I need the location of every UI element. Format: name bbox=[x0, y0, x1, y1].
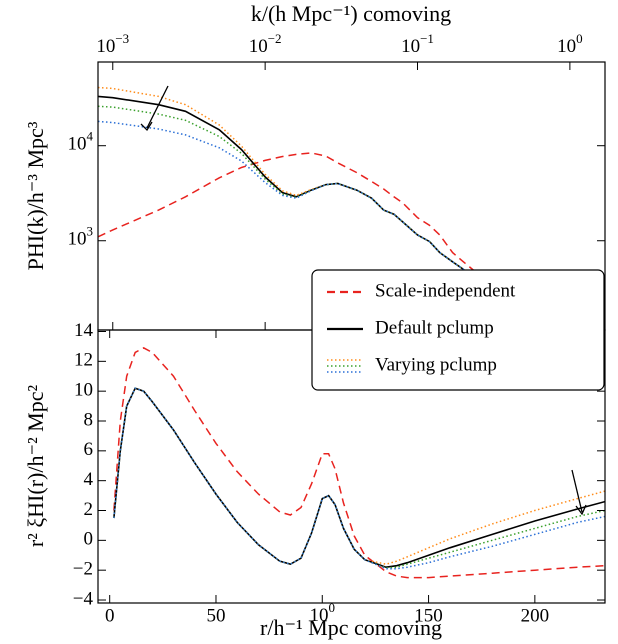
y-tick-label: 104 bbox=[68, 129, 94, 155]
x-tick-label: 50 bbox=[206, 605, 225, 626]
y-tick-label: −4 bbox=[73, 588, 94, 609]
y-tick-label: 12 bbox=[74, 350, 93, 371]
y-tick-label: 14 bbox=[74, 320, 94, 341]
series-line bbox=[113, 347, 605, 579]
legend-label: Scale-independent bbox=[375, 280, 516, 301]
y-tick-label: 0 bbox=[84, 529, 94, 550]
varying-line bbox=[113, 387, 605, 566]
y-tick-label: −2 bbox=[73, 559, 93, 580]
bottom-x-axis-title: r/h⁻¹ Mpc comoving bbox=[260, 615, 442, 640]
top-x-axis-title: k/(h Mpc⁻¹) comoving bbox=[251, 1, 451, 26]
x-tick-label: 10−2 bbox=[249, 31, 282, 57]
top-y-axis-title: PHI(k)/h⁻³ Mpc³ bbox=[23, 121, 48, 270]
legend-box bbox=[311, 269, 605, 391]
y-tick-label: 6 bbox=[84, 439, 94, 460]
plot-area bbox=[113, 347, 605, 579]
series-line bbox=[113, 387, 605, 569]
arrow-head bbox=[140, 121, 153, 132]
y-tick-label: 2 bbox=[84, 499, 94, 520]
varying-line bbox=[98, 86, 491, 301]
y-tick-label: 8 bbox=[84, 409, 94, 430]
bottom-y-axis-title: r² ξHI(r)/h⁻² Mpc² bbox=[23, 385, 48, 548]
y-tick-label: 10 bbox=[74, 380, 93, 401]
x-tick-label: 0 bbox=[105, 605, 115, 626]
arrow bbox=[571, 469, 583, 513]
y-tick-label: 4 bbox=[84, 469, 94, 490]
arrow bbox=[146, 85, 169, 129]
series-line bbox=[98, 152, 491, 285]
x-tick-label: 100 bbox=[557, 31, 583, 57]
x-tick-label: 150 bbox=[414, 605, 443, 626]
plot-area bbox=[98, 86, 491, 301]
legend: Scale-independent Default pclump Varying p… bbox=[311, 269, 605, 391]
x-tick-label: 10−1 bbox=[401, 31, 434, 57]
legend-label: Default pclump bbox=[375, 317, 494, 338]
legend-label: Varying pclump bbox=[375, 354, 497, 375]
varying-line bbox=[113, 387, 605, 569]
varying-line bbox=[113, 387, 605, 570]
x-tick-label: 100 bbox=[310, 600, 336, 626]
x-tick-label: 10−3 bbox=[96, 31, 129, 57]
varying-line bbox=[98, 120, 491, 301]
y-tick-label: 103 bbox=[68, 224, 94, 250]
arrow-head bbox=[575, 504, 587, 516]
x-tick-label: 200 bbox=[521, 605, 550, 626]
